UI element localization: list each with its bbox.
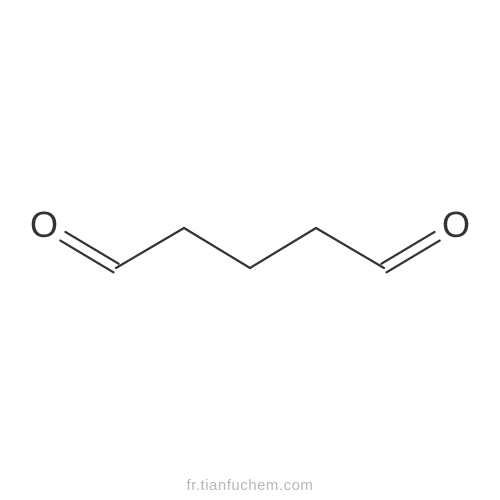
bond-line — [250, 228, 316, 268]
bond-line — [116, 228, 184, 268]
bond-line — [316, 228, 384, 268]
bond-line — [184, 228, 250, 268]
watermark-text: fr.tianfuchem.com — [0, 477, 500, 494]
molecule-canvas — [0, 0, 500, 500]
atom-label-O2: O — [442, 204, 470, 246]
atom-label-O1: O — [30, 204, 58, 246]
